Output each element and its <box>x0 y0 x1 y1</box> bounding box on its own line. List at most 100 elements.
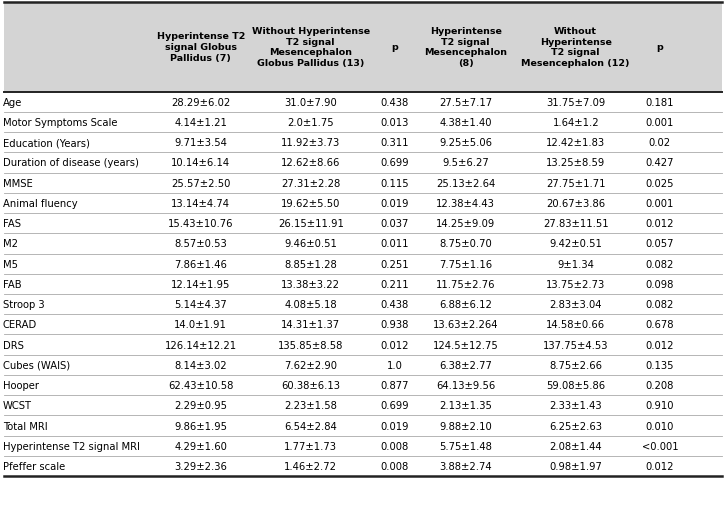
Text: Without
Hyperintense
T2 signal
Mesencephalon (12): Without Hyperintense T2 signal Mesenceph… <box>521 27 630 68</box>
Bar <box>4 436 722 456</box>
Text: 0.098: 0.098 <box>645 279 674 289</box>
Text: 0.877: 0.877 <box>380 380 409 390</box>
Text: 27.83±11.51: 27.83±11.51 <box>543 219 608 229</box>
Text: 0.427: 0.427 <box>645 158 674 168</box>
Text: CERAD: CERAD <box>3 320 37 330</box>
Text: M5: M5 <box>3 259 18 269</box>
Text: DRS: DRS <box>3 340 24 350</box>
Text: 1.64±1.2: 1.64±1.2 <box>552 118 599 128</box>
Text: FAS: FAS <box>3 219 21 229</box>
Text: 19.62±5.50: 19.62±5.50 <box>281 198 340 209</box>
Bar <box>4 456 722 476</box>
Text: 13.75±2.73: 13.75±2.73 <box>546 279 605 289</box>
Text: 11.92±3.73: 11.92±3.73 <box>281 138 340 148</box>
Text: 12.14±1.95: 12.14±1.95 <box>171 279 230 289</box>
Text: 12.38±4.43: 12.38±4.43 <box>436 198 495 209</box>
Text: FAB: FAB <box>3 279 22 289</box>
Text: 0.037: 0.037 <box>380 219 409 229</box>
Text: 13.38±3.22: 13.38±3.22 <box>281 279 340 289</box>
Text: 2.23±1.58: 2.23±1.58 <box>285 400 337 411</box>
Text: 0.678: 0.678 <box>645 320 674 330</box>
Text: 31.0±7.90: 31.0±7.90 <box>285 97 337 108</box>
Text: 0.311: 0.311 <box>380 138 409 148</box>
Text: 0.135: 0.135 <box>645 360 674 370</box>
Text: WCST: WCST <box>3 400 32 411</box>
Text: 27.5±7.17: 27.5±7.17 <box>439 97 492 108</box>
Text: 9.42±0.51: 9.42±0.51 <box>550 239 602 249</box>
Text: 2.33±1.43: 2.33±1.43 <box>550 400 602 411</box>
Text: 137.75±4.53: 137.75±4.53 <box>543 340 608 350</box>
Text: 7.86±1.46: 7.86±1.46 <box>174 259 227 269</box>
Text: MMSE: MMSE <box>3 178 33 188</box>
Text: 1.77±1.73: 1.77±1.73 <box>284 441 338 451</box>
Text: 0.012: 0.012 <box>380 340 409 350</box>
Text: Motor Symptoms Scale: Motor Symptoms Scale <box>3 118 118 128</box>
Text: Age: Age <box>3 97 23 108</box>
Text: Total MRI: Total MRI <box>3 421 47 431</box>
Text: 13.14±4.74: 13.14±4.74 <box>171 198 230 209</box>
Text: 0.011: 0.011 <box>380 239 409 249</box>
Text: 12.62±8.66: 12.62±8.66 <box>281 158 340 168</box>
Text: 9.46±0.51: 9.46±0.51 <box>285 239 337 249</box>
Bar <box>4 254 722 274</box>
Text: 0.010: 0.010 <box>645 421 674 431</box>
Text: 20.67±3.86: 20.67±3.86 <box>546 198 605 209</box>
Text: Hyperintense T2
signal Globus
Pallidus (7): Hyperintense T2 signal Globus Pallidus (… <box>157 32 245 63</box>
Text: 64.13±9.56: 64.13±9.56 <box>436 380 495 390</box>
Text: 9±1.34: 9±1.34 <box>558 259 594 269</box>
Text: 0.208: 0.208 <box>645 380 674 390</box>
Text: 135.85±8.58: 135.85±8.58 <box>278 340 343 350</box>
Text: 6.54±2.84: 6.54±2.84 <box>285 421 337 431</box>
Bar <box>4 133 722 153</box>
Text: 31.75±7.09: 31.75±7.09 <box>546 97 605 108</box>
Text: 0.211: 0.211 <box>380 279 409 289</box>
Text: 28.29±6.02: 28.29±6.02 <box>171 97 230 108</box>
Text: 3.29±2.36: 3.29±2.36 <box>174 461 227 471</box>
Text: 0.012: 0.012 <box>645 461 674 471</box>
Text: 9.71±3.54: 9.71±3.54 <box>174 138 227 148</box>
Bar <box>4 173 722 193</box>
Text: 0.001: 0.001 <box>645 198 674 209</box>
Text: 8.75±0.70: 8.75±0.70 <box>439 239 492 249</box>
Text: Animal fluency: Animal fluency <box>3 198 78 209</box>
Text: 4.08±5.18: 4.08±5.18 <box>285 299 337 310</box>
Text: 0.699: 0.699 <box>380 158 409 168</box>
Text: 8.57±0.53: 8.57±0.53 <box>174 239 227 249</box>
Text: Pfeffer scale: Pfeffer scale <box>3 461 65 471</box>
Text: 4.29±1.60: 4.29±1.60 <box>174 441 227 451</box>
Text: 25.13±2.64: 25.13±2.64 <box>436 178 495 188</box>
Text: 15.43±10.76: 15.43±10.76 <box>168 219 234 229</box>
Text: 60.38±6.13: 60.38±6.13 <box>281 380 340 390</box>
Text: 0.008: 0.008 <box>381 461 409 471</box>
Text: 0.699: 0.699 <box>380 400 409 411</box>
Text: 5.75±1.48: 5.75±1.48 <box>439 441 492 451</box>
Bar <box>4 274 722 294</box>
Text: 0.057: 0.057 <box>645 239 674 249</box>
Bar <box>4 355 722 375</box>
Text: 5.14±4.37: 5.14±4.37 <box>174 299 227 310</box>
Text: Hooper: Hooper <box>3 380 39 390</box>
Text: 62.43±10.58: 62.43±10.58 <box>168 380 234 390</box>
Text: 0.251: 0.251 <box>380 259 409 269</box>
Bar <box>4 193 722 214</box>
Text: 27.75±1.71: 27.75±1.71 <box>546 178 605 188</box>
Text: 0.008: 0.008 <box>381 441 409 451</box>
Text: 14.0±1.91: 14.0±1.91 <box>174 320 227 330</box>
Text: 2.29±0.95: 2.29±0.95 <box>174 400 227 411</box>
Text: 13.63±2.264: 13.63±2.264 <box>433 320 499 330</box>
Text: 10.14±6.14: 10.14±6.14 <box>171 158 230 168</box>
Text: 6.25±2.63: 6.25±2.63 <box>549 421 603 431</box>
Text: 9.5±6.27: 9.5±6.27 <box>442 158 489 168</box>
Text: 8.14±3.02: 8.14±3.02 <box>174 360 227 370</box>
Text: 0.02: 0.02 <box>649 138 671 148</box>
Text: 3.88±2.74: 3.88±2.74 <box>439 461 492 471</box>
Text: 7.75±1.16: 7.75±1.16 <box>439 259 492 269</box>
Text: 2.08±1.44: 2.08±1.44 <box>550 441 602 451</box>
Text: Hyperintense T2 signal MRI: Hyperintense T2 signal MRI <box>3 441 140 451</box>
Text: 14.25±9.09: 14.25±9.09 <box>436 219 495 229</box>
Text: Without Hyperintense
T2 signal
Mesencephalon
Globus Pallidus (13): Without Hyperintense T2 signal Mesenceph… <box>252 27 370 68</box>
Text: 13.25±8.59: 13.25±8.59 <box>546 158 605 168</box>
Text: 4.38±1.40: 4.38±1.40 <box>439 118 492 128</box>
Text: 0.012: 0.012 <box>645 340 674 350</box>
Text: p: p <box>391 43 399 52</box>
